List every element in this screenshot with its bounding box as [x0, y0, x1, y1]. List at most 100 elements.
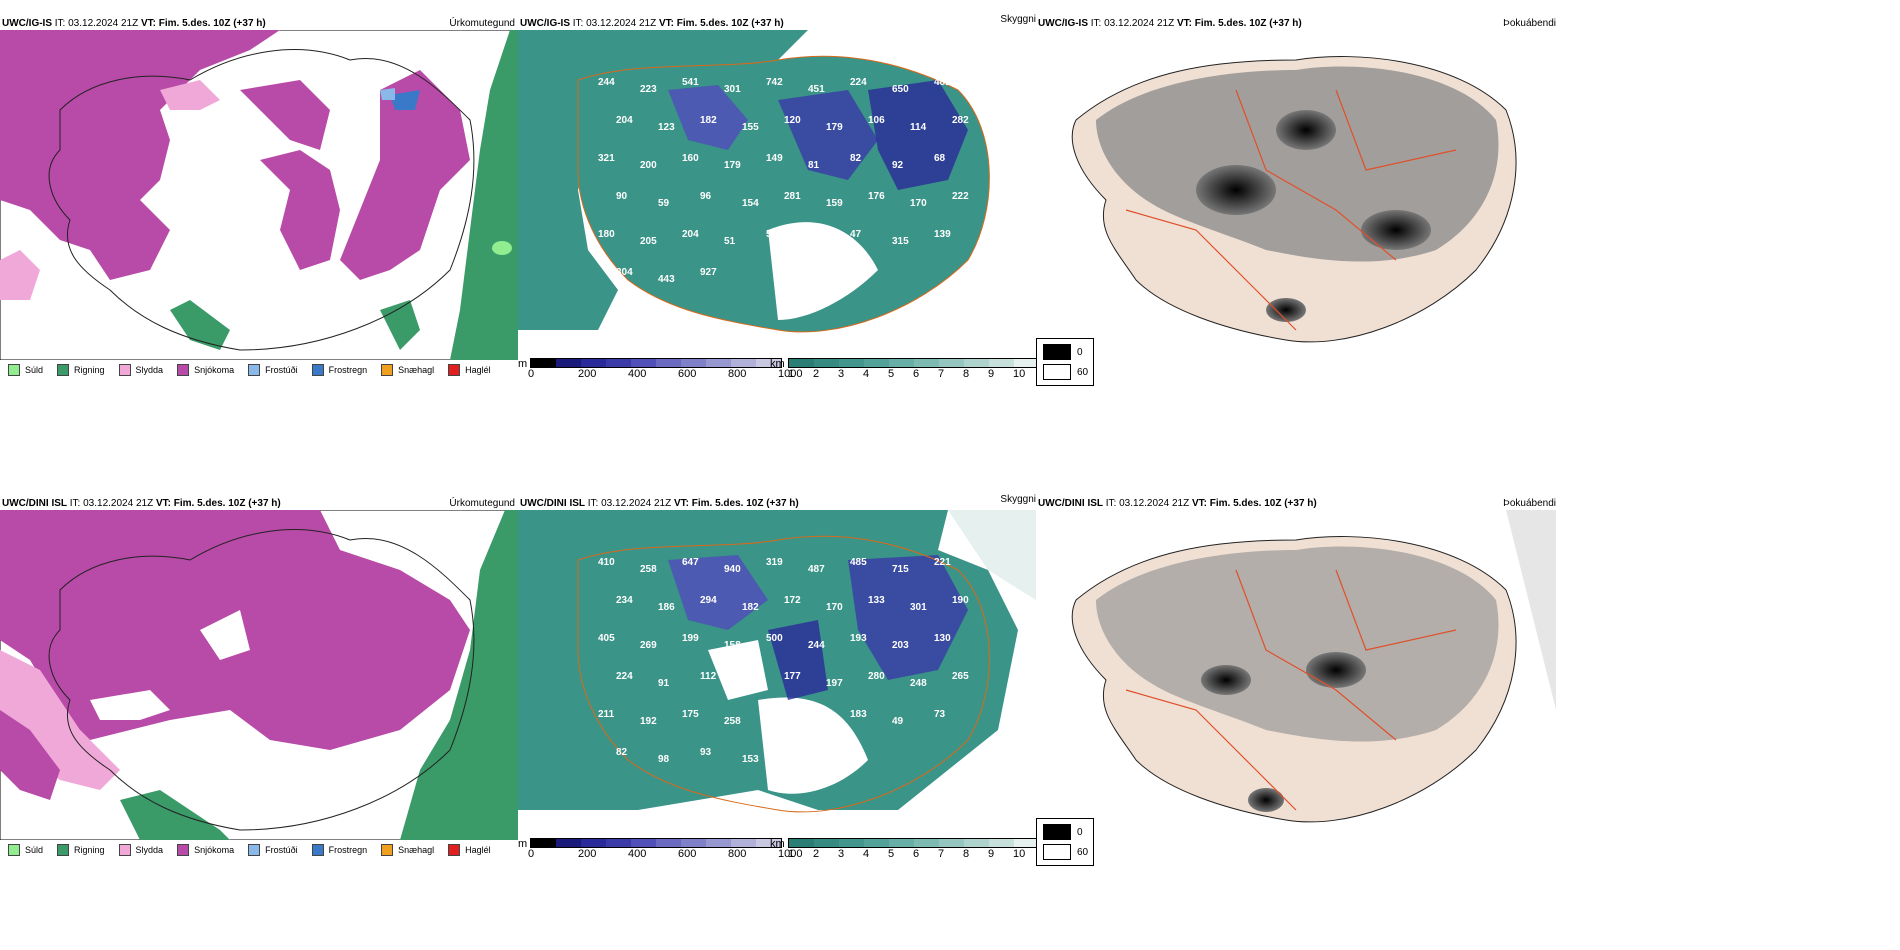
ceiling-label: 650	[892, 84, 909, 95]
cloud-legend: 0 60	[1036, 338, 1094, 386]
ceiling-label: 205	[640, 236, 657, 247]
legend-swatch	[1043, 824, 1071, 840]
ceiling-label: 38	[808, 236, 820, 247]
ceiling-colorbar: m 0 200 400 600 800 1000	[518, 358, 803, 380]
legend-item: Frostregn	[311, 844, 367, 856]
ceiling-label: 294	[700, 595, 717, 606]
visibility-colorbar: km 1 2 3 4 5 6 7 8 9 10	[770, 838, 1040, 860]
legend-swatch	[381, 844, 394, 856]
legend-swatch	[57, 364, 70, 376]
ceiling-label: 193	[850, 633, 867, 644]
ceiling-label: 158	[724, 640, 741, 651]
precip-legend: Súld Rigning Slydda Snjókoma Frostúði Fr…	[8, 364, 491, 376]
ceiling-label: 485	[850, 557, 867, 568]
ceiling-label: 244	[598, 77, 615, 88]
legend-swatch	[118, 844, 131, 856]
ceiling-label: 81	[808, 160, 820, 171]
panel-title: Úrkomutegund	[449, 498, 515, 509]
ceiling-label: 224	[850, 77, 867, 88]
panel-header: UWC/IG-IS IT: 03.12.2024 21Z VT: Fim. 5.…	[2, 18, 266, 29]
precip-map	[0, 510, 518, 840]
legend-item: Haglél	[448, 364, 491, 376]
ceiling-label: 174	[742, 678, 759, 689]
visibility-panel-bottom: UWC/DINI ISL IT: 03.12.2024 21Z VT: Fim.…	[518, 494, 1040, 860]
ceiling-label: 177	[784, 671, 801, 682]
legend-item: Snæhagl	[381, 844, 434, 856]
legend-swatch	[381, 364, 394, 376]
ceiling-label: 451	[808, 84, 825, 95]
ceiling-label: 927	[700, 267, 717, 278]
ceiling-label: 175	[682, 709, 699, 720]
ceiling-label: 410	[598, 557, 615, 568]
visibility-colorbar: km 1 2 3 4 5 6 7 8 9 10	[770, 358, 1040, 380]
ceiling-label: 481	[934, 77, 951, 88]
legend-swatch	[118, 364, 131, 376]
legend-item: Rigning	[57, 844, 105, 856]
ceiling-label: 541	[682, 77, 699, 88]
ceiling-label: 47	[850, 229, 862, 240]
ceiling-label: 269	[640, 640, 657, 651]
legend-swatch	[8, 844, 20, 856]
cloud-map	[1071, 510, 1556, 823]
legend-swatch	[8, 364, 20, 376]
ceiling-label: 280	[868, 671, 885, 682]
ceiling-label: 301	[724, 84, 741, 95]
ceiling-label: 301	[910, 602, 927, 613]
model-name: UWC/IG-IS	[2, 18, 52, 29]
ceiling-label: 176	[868, 191, 885, 202]
ceiling-label: 246	[808, 716, 825, 727]
ceiling-label: 234	[616, 595, 633, 606]
ceiling-label: 172	[784, 595, 801, 606]
ceiling-label: 222	[952, 191, 969, 202]
ceiling-label: 742	[766, 77, 783, 88]
ceiling-label: 59	[658, 198, 670, 209]
ceiling-label: 179	[826, 122, 843, 133]
ceiling-label: 940	[724, 564, 741, 575]
ceiling-label: 203	[892, 640, 909, 651]
ceiling-label: 315	[892, 236, 909, 247]
ceiling-label: 211	[598, 709, 615, 720]
ceiling-label: 170	[910, 198, 927, 209]
ceiling-label: 443	[658, 274, 675, 285]
ceiling-label: 281	[784, 191, 801, 202]
panel-title: Skyggni	[1000, 14, 1036, 25]
visibility-panel-top: UWC/IG-IS IT: 03.12.2024 21Z VT: Fim. 5.…	[518, 14, 1040, 380]
ceiling-label: 159	[826, 198, 843, 209]
ceiling-label: 112	[700, 671, 717, 682]
legend-item: Frostregn	[311, 364, 367, 376]
ceiling-label: 204	[616, 115, 633, 126]
legend-swatch	[177, 844, 190, 856]
panel-title: Skyggni	[1000, 494, 1036, 505]
ceiling-label: 204	[682, 229, 699, 240]
legend-item: Snjókoma	[177, 844, 234, 856]
precip-legend: Súld Rigning Slydda Snjókoma Frostúði Fr…	[8, 844, 491, 856]
legend-item: Rigning	[57, 364, 105, 376]
ceiling-label: 130	[934, 633, 951, 644]
ceiling-label: 154	[742, 198, 759, 209]
ceiling-label: 153	[742, 754, 759, 765]
precip-panel-bottom: UWC/DINI ISL IT: 03.12.2024 21Z VT: Fim.…	[0, 494, 518, 860]
ceiling-label: 405	[598, 633, 615, 644]
ceiling-label: 192	[640, 716, 657, 727]
valid-time: Fim. 5.des. 10Z (+37 h)	[158, 18, 266, 29]
legend-item: Frostúði	[248, 844, 298, 856]
legend-swatch	[311, 364, 324, 376]
panel-header: UWC/IG-IS IT: 03.12.2024 21Z VT: Fim. 5.…	[1038, 18, 1302, 29]
ceiling-label: 197	[826, 678, 843, 689]
ceiling-label: 282	[952, 115, 969, 126]
cloud-panel-bottom: UWC/DINI ISL IT: 03.12.2024 21Z VT: Fim.…	[1036, 494, 1556, 866]
legend-swatch	[1043, 364, 1071, 380]
precip-panel-top: UWC/IG-IS IT: 03.12.2024 21Z VT: Fim. 5.…	[0, 14, 518, 380]
ceiling-label: 487	[808, 564, 825, 575]
legend-item: Snjókoma	[177, 364, 234, 376]
legend-swatch	[311, 844, 324, 856]
ceiling-label: 199	[682, 633, 699, 644]
ceiling-label: 49	[892, 716, 904, 727]
ceiling-label: 82	[850, 153, 862, 164]
ceiling-label: 170	[826, 602, 843, 613]
ceiling-label: 96	[700, 191, 712, 202]
ceiling-label: 179	[724, 160, 741, 171]
ceiling-label: 149	[766, 153, 783, 164]
ceiling-label: 51	[724, 236, 736, 247]
ceiling-label: 68	[934, 153, 946, 164]
